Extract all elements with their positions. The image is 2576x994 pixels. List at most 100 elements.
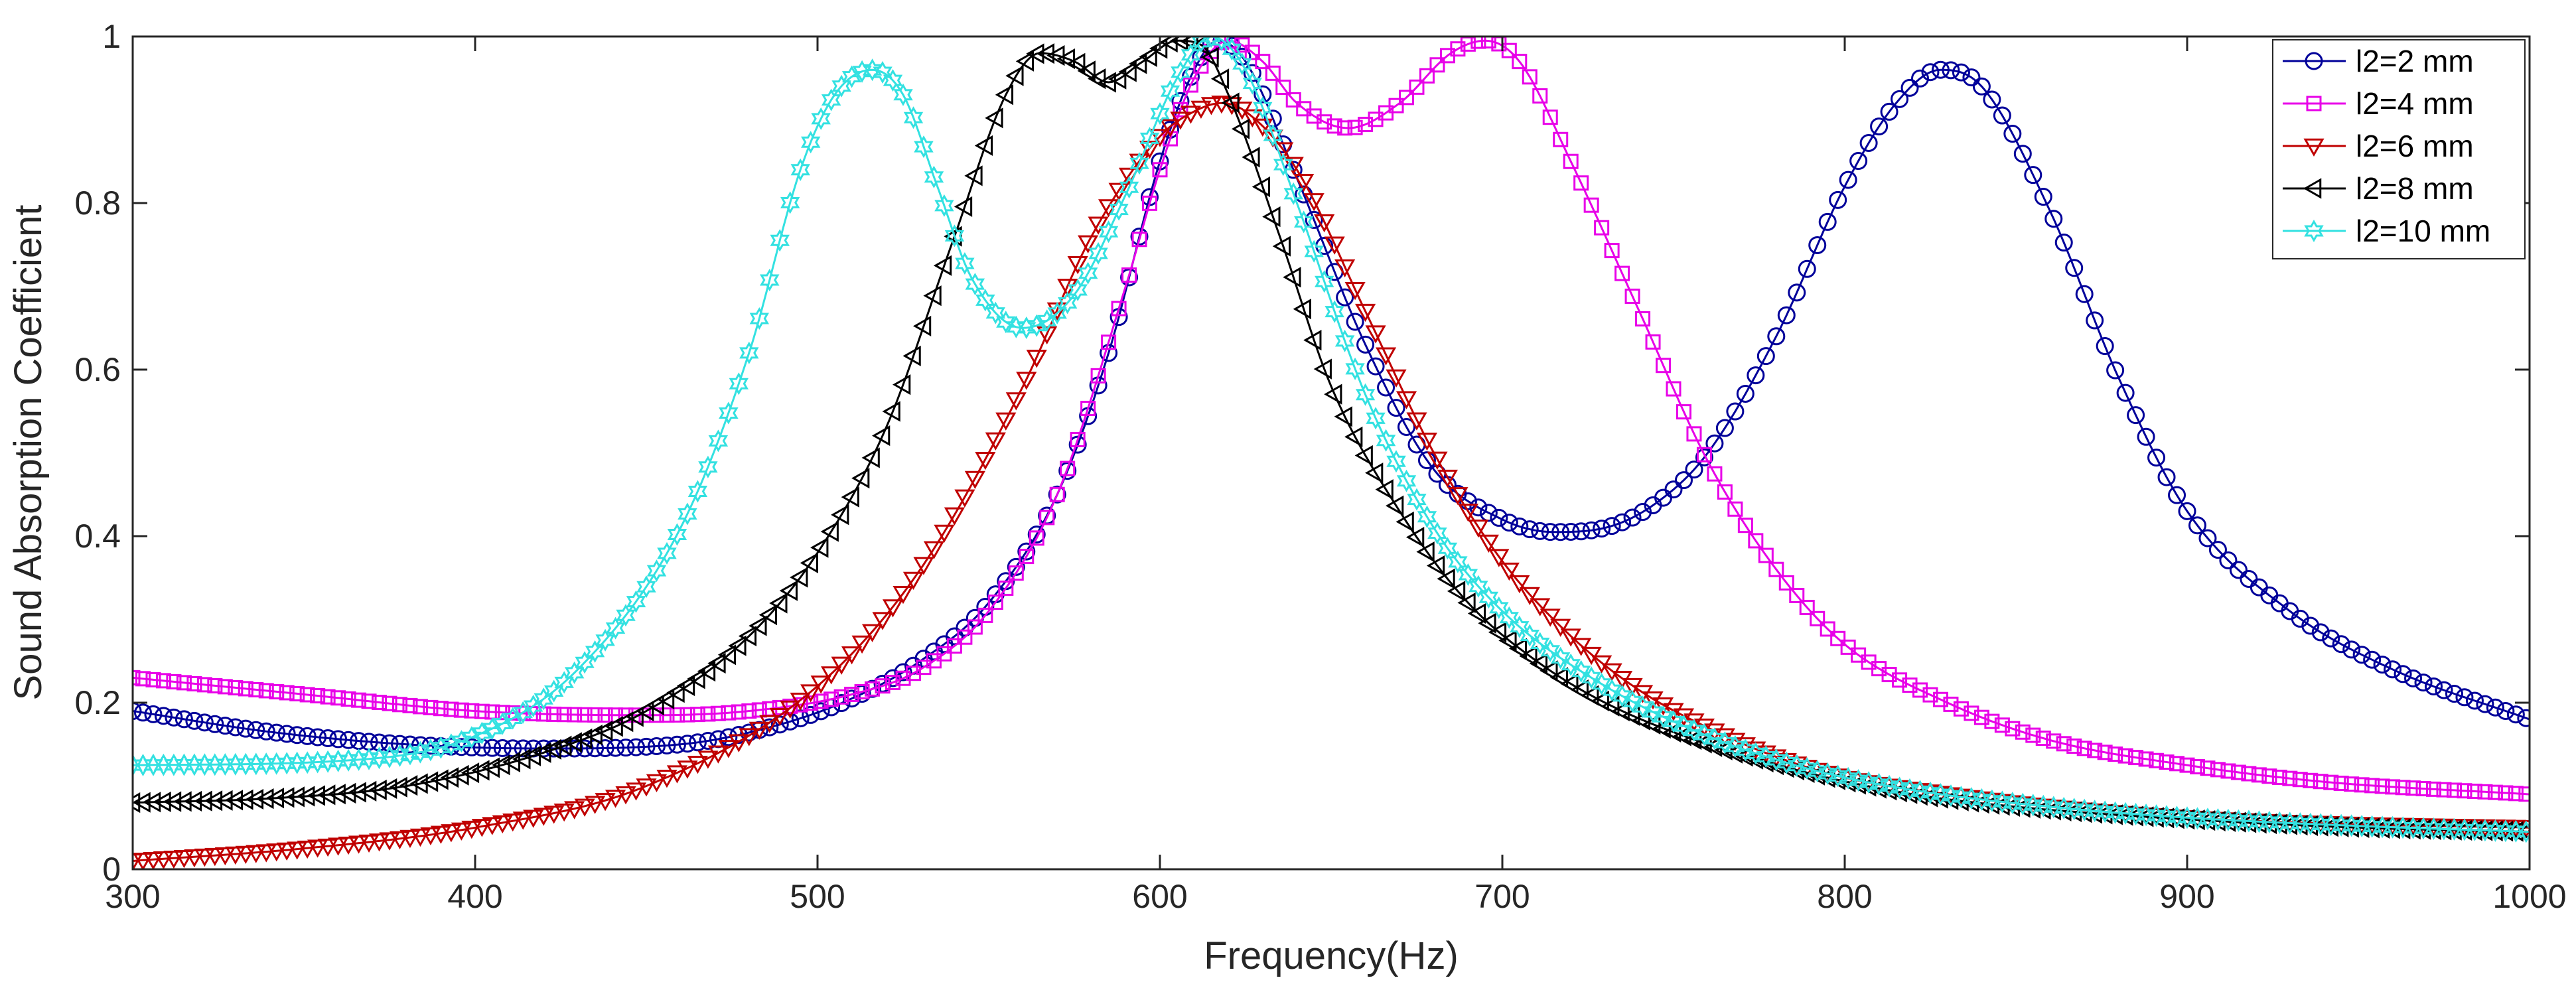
series-point xyxy=(1008,565,1024,581)
series-point xyxy=(1685,461,1703,479)
series-point xyxy=(832,694,851,713)
series-point xyxy=(1416,541,1435,563)
series-point xyxy=(1789,587,1805,603)
series-point xyxy=(248,681,264,697)
series-point xyxy=(1900,78,1919,97)
series-point xyxy=(133,853,143,869)
series-point xyxy=(698,455,718,478)
series-point xyxy=(2364,778,2380,794)
series-point xyxy=(1550,618,1571,637)
series-point xyxy=(1397,417,1416,436)
series-point xyxy=(923,285,942,307)
series-point xyxy=(133,703,152,722)
series-point xyxy=(1498,562,1520,581)
series-point xyxy=(1365,462,1384,484)
series-point xyxy=(873,61,893,84)
series-point xyxy=(392,697,407,713)
series-point xyxy=(1111,301,1127,317)
series-point xyxy=(1090,368,1106,384)
series-point xyxy=(2229,561,2248,579)
series-point xyxy=(1334,259,1356,278)
series-point xyxy=(666,765,688,784)
series-point xyxy=(1027,314,1047,337)
series-point xyxy=(1180,106,1202,124)
series-point xyxy=(453,702,469,718)
series-point xyxy=(1498,630,1517,651)
series-point xyxy=(2230,764,2246,780)
series-point xyxy=(1417,505,1437,528)
series-point xyxy=(1130,227,1149,246)
series-point xyxy=(1512,54,1528,70)
series-point xyxy=(851,635,873,654)
series-point xyxy=(769,593,788,614)
series-point xyxy=(235,789,253,810)
legend: l2=2 mm l2=4 mm l2=6 mm l2=8 mm l2=10 mm xyxy=(2272,39,2526,259)
series-point xyxy=(831,504,849,526)
series-point xyxy=(1437,537,1458,560)
series-point xyxy=(975,289,995,312)
x-tick-label: 700 xyxy=(1474,878,1530,915)
series-point xyxy=(380,745,399,768)
series-point xyxy=(1972,77,1991,96)
series-point xyxy=(2271,769,2287,785)
series-point xyxy=(238,681,253,697)
series-point xyxy=(255,844,277,863)
series-point xyxy=(1129,53,1147,74)
series-point xyxy=(472,721,492,745)
series-point xyxy=(236,719,255,738)
series-point xyxy=(2455,688,2474,707)
series-point xyxy=(1242,147,1260,168)
series-point xyxy=(1643,701,1663,723)
series-point xyxy=(1529,653,1548,674)
series-point xyxy=(2333,775,2349,791)
series-point xyxy=(214,847,236,866)
series-point xyxy=(2435,681,2453,699)
series-point xyxy=(2311,623,2330,642)
series-point xyxy=(729,372,749,395)
series-point xyxy=(894,663,912,681)
series-point xyxy=(378,778,397,800)
series-point xyxy=(461,820,482,839)
legend-entry: l2=8 mm xyxy=(2283,171,2474,206)
series-point xyxy=(534,687,553,711)
series-point xyxy=(1253,85,1272,104)
series-point xyxy=(153,851,175,869)
series-point xyxy=(1407,488,1427,511)
series-point xyxy=(1674,471,1693,490)
series-point xyxy=(1499,606,1519,629)
series-point xyxy=(1468,575,1488,598)
series-point xyxy=(954,196,973,218)
series-point xyxy=(2457,783,2472,799)
series-point xyxy=(2056,736,2072,752)
series-point xyxy=(1017,542,1036,561)
series-point xyxy=(656,688,675,709)
series-point xyxy=(390,744,410,767)
legend-entry: l2=10 mm xyxy=(2283,214,2490,248)
series-point xyxy=(1829,190,1847,209)
series-point xyxy=(1283,182,1304,205)
series-point xyxy=(1324,236,1345,255)
series-point xyxy=(1488,622,1507,643)
series-point xyxy=(1313,358,1332,380)
series-point xyxy=(841,65,862,88)
series-point xyxy=(1539,608,1561,627)
series-point xyxy=(1108,68,1127,90)
series-point xyxy=(1243,64,1261,82)
series-point xyxy=(936,646,952,662)
series-point xyxy=(2065,259,2084,277)
series-point xyxy=(1039,510,1055,526)
series-point xyxy=(286,786,305,808)
series-point xyxy=(431,736,451,759)
y-tick-label: 0.2 xyxy=(74,684,121,721)
series-point xyxy=(998,580,1014,596)
series-point xyxy=(1736,384,1754,403)
series-point xyxy=(1077,60,1096,82)
series-point xyxy=(2395,780,2411,796)
series-point xyxy=(327,784,346,805)
series-point xyxy=(564,801,585,819)
series-point xyxy=(946,638,962,654)
series-point xyxy=(255,788,274,810)
series-point xyxy=(1922,687,1938,703)
series-point xyxy=(464,703,480,719)
series-point xyxy=(1622,705,1640,727)
